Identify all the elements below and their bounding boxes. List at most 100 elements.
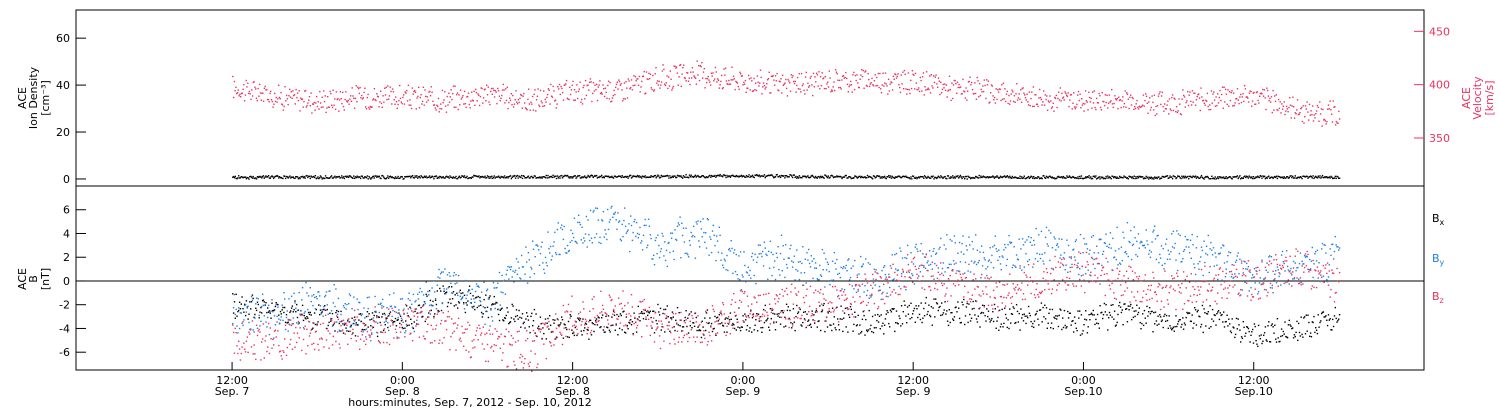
by-point [947,267,950,269]
density-point [716,174,719,177]
velocity-point [565,79,568,82]
density-point [1210,178,1212,180]
velocity-point [719,84,721,86]
density-point [1221,176,1223,178]
velocity-point [964,97,967,99]
density-point [1018,177,1020,179]
bx-point [1170,327,1172,329]
density-point [447,176,449,178]
bx-point [244,303,246,306]
bx-point [884,318,887,320]
bx-point [831,307,834,309]
density-point [1154,177,1157,179]
velocity-point [717,79,720,81]
density-point [462,175,464,177]
by-point [346,303,348,306]
velocity-point [575,91,577,93]
bx-point [1192,327,1194,329]
velocity-point [432,100,434,102]
density-point [659,176,662,179]
bx-point [1138,307,1140,309]
by-point [530,266,532,269]
velocity-point [895,73,897,76]
density-point [391,176,393,178]
bx-point [1249,341,1251,343]
density-point [440,176,442,178]
bx-point [509,321,512,323]
density-point [987,177,990,179]
velocity-point [1169,108,1171,110]
density-point [538,176,541,178]
density-point [395,177,398,179]
density-point [629,174,631,177]
density-point [487,176,490,178]
density-point [307,175,310,177]
bx-point [307,311,310,314]
bx-point [537,327,539,329]
bx-point [1068,312,1071,314]
velocity-point [569,86,571,88]
density-point [846,177,848,179]
velocity-point [463,90,466,93]
bx-point [837,324,840,326]
velocity-point [629,88,631,90]
density-point [1114,176,1117,178]
velocity-point [497,90,500,92]
density-point [1163,176,1165,178]
density-point [1117,177,1119,179]
density-point [1031,176,1033,178]
by-point [472,307,474,309]
velocity-point [664,84,667,87]
by-point [814,262,817,264]
by-point [996,250,998,253]
density-point [953,176,956,178]
density-point [927,175,929,178]
density-point [310,175,312,177]
density-point [433,178,435,180]
velocity-point [344,98,346,101]
bx-point [532,325,534,327]
density-point [662,175,664,177]
bx-point [633,312,635,314]
by-point [375,310,377,312]
bx-point [1038,309,1041,311]
density-point [237,177,239,179]
velocity-point [1000,99,1002,102]
bx-point [891,308,893,310]
bx-point [960,321,962,324]
density-point [1142,178,1145,180]
density-point [961,177,963,180]
bx-point [685,310,687,312]
bx-point [232,293,234,295]
density-point [577,175,579,177]
bx-point [626,324,628,327]
by-point [678,224,680,226]
by-point [902,271,904,273]
by-point [900,273,903,275]
density-point [375,175,377,177]
by-point [710,251,713,254]
density-point [311,176,313,178]
density-point [619,175,622,177]
bx-point [687,317,689,319]
by-point [699,246,701,248]
bx-point [503,320,505,322]
bx-point [303,314,305,317]
bx-point [287,321,289,323]
bx-point [866,330,869,333]
bx-point [624,331,626,333]
bx-point [384,324,386,326]
by-point [285,316,288,319]
density-point [444,177,446,179]
bx-point [549,324,552,326]
bx-point [261,300,264,302]
velocity-point [1132,97,1134,100]
density-point [658,177,661,179]
bx-point [1292,337,1295,339]
density-point [531,175,533,178]
velocity-point [586,84,588,87]
bx-point [974,314,976,316]
density-point [550,175,553,178]
by-point [329,290,331,292]
